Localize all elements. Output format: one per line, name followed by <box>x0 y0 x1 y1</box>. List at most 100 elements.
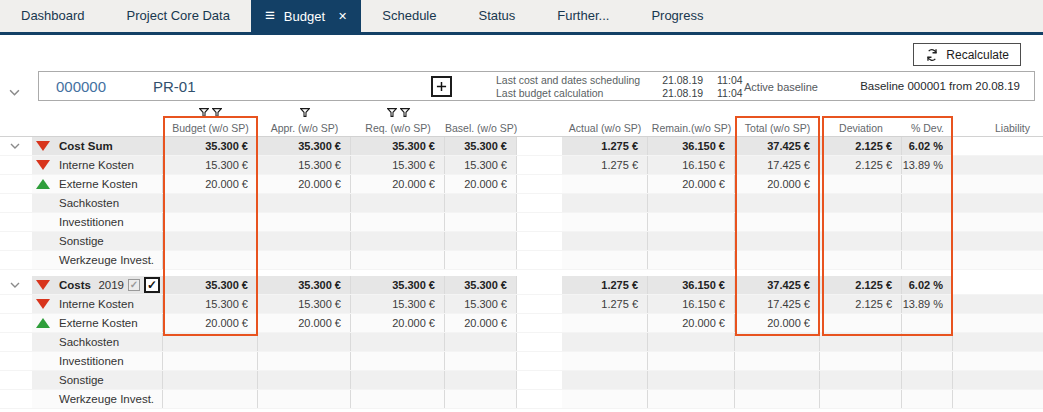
cell-pdev: 13.89 % <box>902 156 953 174</box>
cell-pdev <box>902 390 953 408</box>
table-row[interactable]: Werkzeuge Invest. <box>0 251 1043 270</box>
collapse-icon[interactable] <box>10 143 24 149</box>
cell-basel <box>445 390 517 408</box>
cell-liability <box>953 232 1043 250</box>
table-row[interactable]: Sachkosten <box>0 333 1043 352</box>
table-row[interactable]: Sonstige <box>0 232 1043 251</box>
cell-liability <box>953 333 1043 351</box>
cell-req <box>351 390 445 408</box>
cell-deviation <box>820 232 902 250</box>
project-summary-box[interactable]: 000000 PR-01 Last cost and dates schedul… <box>38 71 1035 101</box>
collapse-icon[interactable] <box>10 282 24 288</box>
cell-appr <box>258 213 351 231</box>
cell-deviation <box>820 213 902 231</box>
tab-project-core-data[interactable]: Project Core Data <box>106 0 251 32</box>
tab-budget[interactable]: ≡ Budget ✕ <box>251 0 361 32</box>
column-header-remain[interactable]: Remain.(w/o SP) <box>648 119 735 137</box>
cell-deviation <box>820 194 902 212</box>
tab-status[interactable]: Status <box>458 0 537 32</box>
trend-down-icon <box>36 299 51 309</box>
column-separator <box>517 314 562 332</box>
cell-req <box>351 333 445 351</box>
row-label-cell: Interne Kosten <box>0 295 163 313</box>
trend-up-triangle <box>36 179 50 189</box>
cell-deviation <box>820 251 902 269</box>
trend-down-icon <box>36 141 51 151</box>
column-header-budget[interactable]: Budget (w/o SP) <box>163 119 258 137</box>
cell-budget: 15.300 € <box>163 295 258 313</box>
cell-basel <box>445 251 517 269</box>
cell-actual: 1.275 € <box>562 276 648 294</box>
column-header-basel[interactable]: Basel. (w/o SP) <box>445 119 517 137</box>
tab-schedule[interactable]: Schedule <box>361 0 457 32</box>
scheduling-info: Last cost and dates scheduling Last budg… <box>496 74 743 100</box>
tab-progress[interactable]: Progress <box>630 0 724 32</box>
cell-pdev: 13.89 % <box>902 295 953 313</box>
row-label: Sonstige <box>59 371 104 389</box>
recalculate-button[interactable]: Recalculate <box>913 43 1021 66</box>
year-checkbox[interactable]: ✓ <box>144 277 160 293</box>
cell-req <box>351 251 445 269</box>
cell-total: 20.000 € <box>735 314 820 332</box>
table-row[interactable]: Werkzeuge Invest. <box>0 390 1043 409</box>
table-row[interactable]: Sonstige <box>0 371 1043 390</box>
tab-dashboard[interactable]: Dashboard <box>0 0 106 32</box>
tab-bar: DashboardProject Core Data ≡ Budget ✕ Schedu… <box>0 0 1043 35</box>
table-row[interactable]: Sachkosten <box>0 194 1043 213</box>
cell-deviation <box>820 333 902 351</box>
cell-remain <box>648 194 735 212</box>
cell-remain <box>648 251 735 269</box>
cell-actual <box>562 175 648 193</box>
table-row[interactable]: Investitionen <box>0 352 1043 371</box>
budget-table: Budget (w/o SP)Appr. (w/o SP)Req. (w/o S… <box>0 103 1043 409</box>
trend-down-triangle <box>36 160 50 170</box>
cell-basel: 15.300 € <box>445 156 517 174</box>
column-separator <box>517 251 562 269</box>
table-row[interactable]: Interne Kosten15.300 €15.300 €15.300 €15… <box>0 295 1043 314</box>
table-row[interactable]: Interne Kosten15.300 €15.300 €15.300 €15… <box>0 156 1043 175</box>
cell-req: 20.000 € <box>351 175 445 193</box>
cell-appr: 35.300 € <box>258 137 351 155</box>
row-label-cell: Investitionen <box>0 352 163 370</box>
cell-deviation <box>820 352 902 370</box>
menu-icon[interactable]: ≡ <box>265 6 275 26</box>
info-time: 11:04 <box>717 74 743 87</box>
cell-budget <box>163 352 258 370</box>
cell-remain <box>648 352 735 370</box>
cell-pdev <box>902 194 953 212</box>
cell-appr: 15.300 € <box>258 295 351 313</box>
column-header-pdev[interactable]: % Dev. <box>902 119 953 137</box>
column-header-req[interactable]: Req. (w/o SP) <box>351 119 445 137</box>
cell-appr <box>258 194 351 212</box>
close-tab-icon[interactable]: ✕ <box>338 10 347 23</box>
row-label: Cost Sum <box>59 137 113 155</box>
trend-down-triangle <box>36 141 50 151</box>
add-button[interactable] <box>431 76 452 97</box>
column-header-total[interactable]: Total (w/o SP) <box>735 119 820 137</box>
row-label-cell: Sachkosten <box>0 333 163 351</box>
cell-basel <box>445 194 517 212</box>
cell-deviation: 2.125 € <box>820 276 902 294</box>
row-label-cell: Externe Kosten <box>0 314 163 332</box>
cell-budget <box>163 333 258 351</box>
cell-req: 15.300 € <box>351 156 445 174</box>
table-row[interactable]: Externe Kosten20.000 €20.000 €20.000 €20… <box>0 314 1043 333</box>
project-collapse-icon[interactable] <box>9 82 20 100</box>
cell-appr <box>258 251 351 269</box>
cell-deviation <box>820 175 902 193</box>
cell-liability <box>953 295 1043 313</box>
column-header-deviation[interactable]: Deviation <box>820 119 902 137</box>
cell-liability <box>953 390 1043 408</box>
column-header-appr[interactable]: Appr. (w/o SP) <box>258 119 351 137</box>
table-row[interactable]: Investitionen <box>0 213 1043 232</box>
cell-total: 20.000 € <box>735 175 820 193</box>
group-row-cost-sum[interactable]: Cost Sum35.300 €35.300 €35.300 €35.300 €… <box>0 137 1043 156</box>
tab-further[interactable]: Further... <box>536 0 630 32</box>
column-header-liability[interactable]: Liability <box>953 119 1043 137</box>
column-header-actual[interactable]: Actual (w/o SP) <box>562 119 648 137</box>
cell-appr <box>258 232 351 250</box>
column-separator <box>517 333 562 351</box>
table-row[interactable]: Externe Kosten20.000 €20.000 €20.000 €20… <box>0 175 1043 194</box>
tab-label: Budget <box>284 9 325 24</box>
group-row-costs[interactable]: Costs2019✓✓35.300 €35.300 €35.300 €35.30… <box>0 276 1043 295</box>
